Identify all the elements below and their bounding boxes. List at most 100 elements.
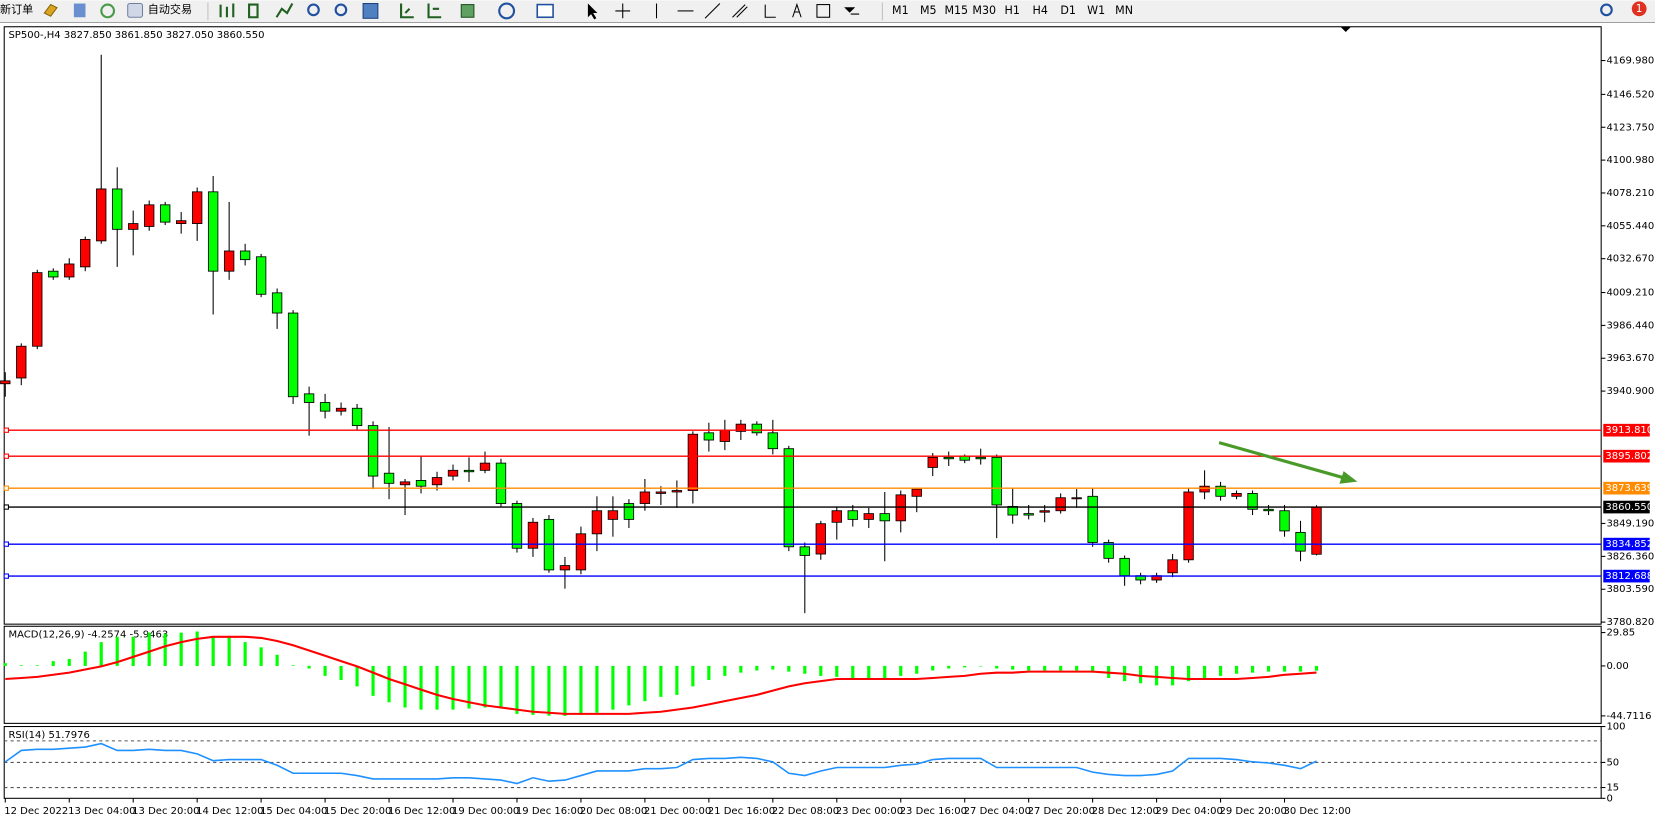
candle-body (319, 402, 331, 412)
fibo-tool[interactable] (764, 4, 776, 18)
macd-bar (211, 636, 215, 666)
candle-body (80, 239, 91, 268)
icon[interactable] (400, 3, 414, 19)
zoom-in[interactable] (307, 3, 320, 17)
macd-bar (115, 636, 119, 666)
candle-body (0, 380, 11, 385)
macd-bar (739, 665, 743, 673)
notification-count: 1 (1636, 3, 1643, 15)
timeframe-button[interactable]: W1 (1087, 4, 1105, 17)
timeframe-button[interactable]: M5 (920, 4, 937, 17)
macd-bar (803, 665, 807, 674)
candle-body (463, 469, 475, 473)
icon[interactable] (100, 3, 116, 19)
icon[interactable] (275, 3, 294, 18)
candle-body (271, 292, 283, 314)
candle-body (991, 456, 1002, 506)
macd-bar (403, 665, 407, 708)
price-label-bg (1603, 537, 1650, 551)
candle-body (1279, 510, 1290, 532)
y-tick-label: 29.85 (1606, 628, 1635, 639)
timeframe-button[interactable]: MN (1115, 4, 1133, 17)
macd-bar (787, 665, 791, 672)
candle-body (399, 481, 411, 486)
price-label: 3913.810 (1605, 425, 1653, 436)
candle-body (687, 433, 699, 491)
candle-body (1231, 492, 1242, 497)
shapes-tool[interactable] (844, 7, 860, 15)
icon[interactable] (127, 2, 144, 18)
timeframe-button[interactable]: H1 (1005, 4, 1020, 17)
price-label-bg (1603, 449, 1650, 463)
icon[interactable] (536, 3, 554, 19)
x-tick-label: 23 Dec 16:00 (900, 806, 967, 817)
candle-body (863, 513, 874, 520)
plot: SP500-,H4 3827.850 3861.850 3827.050 386… (0, 30, 1654, 817)
timeframe-button[interactable]: H4 (1032, 4, 1047, 17)
price-label-bg (1603, 569, 1650, 583)
candle-body (703, 432, 715, 441)
macd-bar (131, 636, 135, 666)
auto-trading-button[interactable]: 自动交易 (148, 2, 192, 16)
candle-body (1023, 513, 1034, 516)
y-tick-label: 4100.980 (1606, 155, 1654, 166)
crosshair-tool[interactable] (615, 3, 631, 19)
notification-badge[interactable] (1631, 1, 1647, 17)
icon[interactable] (43, 3, 58, 17)
timeframe-button[interactable]: M30 (972, 4, 996, 17)
candle-body (1055, 497, 1066, 512)
timeframe-button[interactable]: D1 (1060, 4, 1076, 17)
candle-body (575, 533, 587, 571)
candle-body (1103, 542, 1114, 559)
x-tick-label: 28 Dec 12:00 (1092, 806, 1159, 817)
candle-body (735, 423, 747, 432)
new-order-button[interactable]: 新订单 (0, 2, 33, 16)
candle-body (160, 204, 171, 223)
trend-arrowhead (1339, 471, 1358, 484)
timeframe-button[interactable]: M15 (944, 4, 968, 17)
channel-tool[interactable] (732, 4, 748, 18)
macd-bar (1043, 665, 1047, 671)
search[interactable] (1600, 3, 1613, 17)
icon[interactable] (73, 3, 86, 18)
y-tick-label: 4078.210 (1606, 188, 1654, 199)
macd-bar (499, 665, 503, 709)
macd-bar (819, 665, 823, 676)
price-label-bg (1603, 481, 1650, 495)
macd-bar (643, 665, 647, 702)
level-handle (3, 541, 9, 547)
macd-bar (931, 665, 935, 671)
zoom-out[interactable] (334, 3, 348, 17)
icon[interactable] (219, 3, 235, 18)
y-tick-label: 3780.820 (1606, 617, 1654, 628)
x-tick-label: 21 Dec 00:00 (644, 806, 711, 817)
timeframe-button[interactable]: M1 (892, 4, 909, 17)
x-tick-label: 16 Dec 12:00 (388, 806, 455, 817)
pane-title: MACD(12,26,9) -4.2574 -5.9463 (8, 630, 168, 641)
candle-body (895, 494, 906, 522)
icon[interactable] (498, 2, 516, 20)
icon[interactable] (427, 3, 442, 19)
candle-body (479, 462, 491, 471)
macd-bar (35, 665, 39, 666)
y-tick-label: 4123.750 (1606, 122, 1654, 133)
macd-bar (707, 665, 711, 681)
trendline-tool[interactable] (704, 3, 721, 19)
macd-bar (1139, 665, 1143, 684)
level-handle (3, 427, 9, 433)
label-tool[interactable] (816, 4, 831, 18)
price-label: 3895.802 (1605, 451, 1653, 462)
macd-bar (867, 665, 871, 680)
icon[interactable] (248, 3, 259, 19)
macd-bar (179, 632, 183, 666)
macd-bar (291, 665, 295, 666)
icon[interactable] (460, 4, 475, 18)
cursor-tool[interactable] (587, 3, 598, 20)
icon[interactable] (362, 2, 379, 19)
candle-body (16, 345, 27, 379)
candle-body (511, 503, 523, 549)
candle-body (144, 204, 155, 227)
text-tool[interactable] (792, 2, 802, 18)
macd-bar (595, 665, 599, 713)
